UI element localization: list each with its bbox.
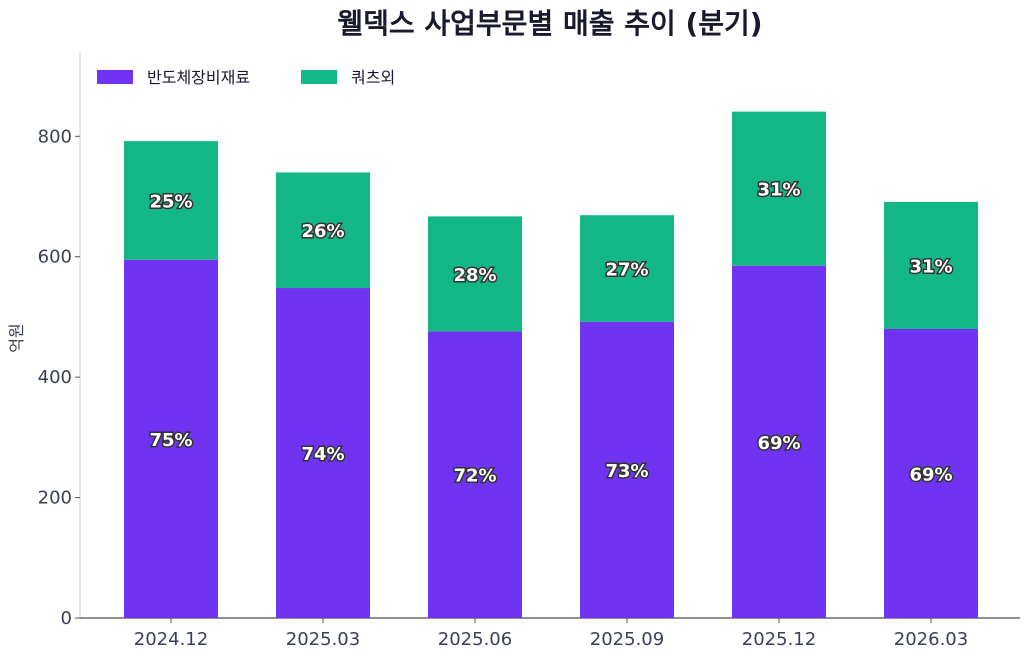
- legend-label: 쿼츠외: [351, 68, 395, 87]
- bar-segment: [732, 111, 826, 266]
- x-tick-label: 2026.03: [894, 629, 968, 650]
- bar-segment: [732, 265, 826, 618]
- chart-title: 웰덱스 사업부문별 매출 추이 (분기): [337, 7, 762, 40]
- legend-swatch: [97, 70, 133, 84]
- bar-segment: [428, 331, 522, 618]
- bar-value-label: 69%: [909, 464, 952, 485]
- y-tick-label: 600: [38, 247, 72, 268]
- bar-labels: 75% 74% 72% 73% 69% 69% 25% 26% 28% 27% 31% 31%: [148, 178, 954, 488]
- bar-segment: [580, 321, 674, 618]
- bar-value-label: 31%: [757, 180, 800, 201]
- x-tick-label: 2025.06: [438, 629, 512, 650]
- bar-value-label: 25%: [149, 191, 192, 212]
- y-axis: 0 200 400 600 800: [38, 52, 81, 629]
- bar-segment: [124, 259, 218, 618]
- bar-value-label: 27%: [605, 259, 648, 280]
- bar-segment: [884, 328, 978, 618]
- y-tick-label: 800: [38, 126, 72, 147]
- legend-label: 반도체장비재료: [147, 68, 250, 87]
- bar-segment: [124, 141, 218, 260]
- bars: [124, 111, 978, 618]
- bar-segment: [276, 172, 370, 289]
- y-tick-label: 200: [38, 488, 72, 509]
- legend-swatch: [301, 70, 337, 84]
- y-tick-label: 0: [61, 608, 72, 629]
- bar-value-label: 31%: [909, 256, 952, 277]
- bar-segment: [884, 201, 978, 329]
- bar-value-label: 72%: [453, 466, 496, 487]
- x-axis: 2024.12 2025.03 2025.06 2025.09 2025.12 2026.…: [80, 617, 1020, 650]
- x-tick-label: 2025.03: [286, 629, 360, 650]
- bar-segment: [428, 216, 522, 332]
- bar-value-label: 28%: [453, 265, 496, 286]
- bar-value-label: 75%: [149, 430, 192, 451]
- bar-segment: [580, 215, 674, 322]
- bar-value-label: 74%: [301, 444, 344, 465]
- x-tick-label: 2024.12: [134, 629, 208, 650]
- x-tick-label: 2025.12: [742, 629, 816, 650]
- bar-value-label: 26%: [301, 221, 344, 242]
- y-tick-label: 400: [38, 367, 72, 388]
- bar-segment: [276, 288, 370, 618]
- bar-value-label: 69%: [757, 433, 800, 454]
- bar-value-label: 73%: [605, 461, 648, 482]
- y-axis-label: 억원: [7, 323, 26, 352]
- x-tick-label: 2025.09: [590, 629, 664, 650]
- legend: 반도체장비재료 쿼츠외: [97, 68, 395, 87]
